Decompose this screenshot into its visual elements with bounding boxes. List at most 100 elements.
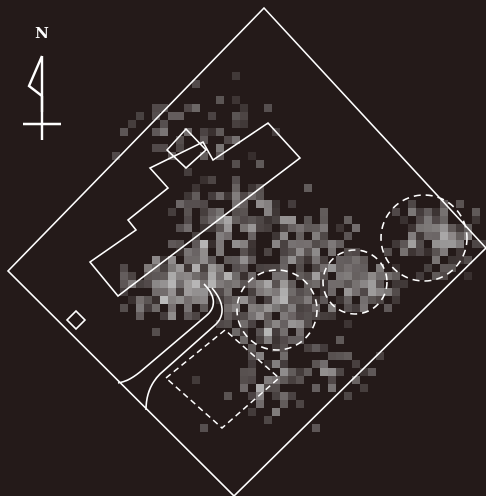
density-cell xyxy=(288,312,296,320)
density-cell xyxy=(168,272,176,280)
density-cell xyxy=(152,304,160,312)
density-cell xyxy=(224,216,232,224)
density-cell xyxy=(144,304,152,312)
density-cell xyxy=(176,272,184,280)
density-cell xyxy=(456,240,464,248)
density-cell xyxy=(208,256,216,264)
density-cell xyxy=(192,280,200,288)
density-cell xyxy=(304,272,312,280)
density-cell xyxy=(344,256,352,264)
density-cell xyxy=(280,296,288,304)
density-cell xyxy=(440,232,448,240)
density-cell xyxy=(200,296,208,304)
density-cell xyxy=(280,264,288,272)
density-cell xyxy=(288,320,296,328)
density-cell xyxy=(336,368,344,376)
density-cell xyxy=(296,224,304,232)
density-cell xyxy=(192,104,200,112)
density-cell xyxy=(248,360,256,368)
density-cell xyxy=(240,240,248,248)
density-cell xyxy=(256,400,264,408)
density-cell xyxy=(264,288,272,296)
density-cell xyxy=(344,216,352,224)
density-cell xyxy=(280,352,288,360)
density-cell xyxy=(248,248,256,256)
density-cell xyxy=(432,240,440,248)
density-cell xyxy=(224,392,232,400)
density-cell xyxy=(216,288,224,296)
density-cell xyxy=(248,280,256,288)
dashed-rect-area xyxy=(164,329,281,430)
density-cell xyxy=(168,256,176,264)
density-cell xyxy=(152,280,160,288)
density-cell xyxy=(160,296,168,304)
density-cell xyxy=(136,304,144,312)
density-cell xyxy=(328,368,336,376)
density-cell xyxy=(160,296,168,304)
annex-building xyxy=(165,127,208,170)
density-cell xyxy=(200,248,208,256)
density-cell xyxy=(192,280,200,288)
density-cell xyxy=(136,312,144,320)
density-cell xyxy=(232,296,240,304)
density-cell xyxy=(192,280,200,288)
density-cell xyxy=(200,288,208,296)
density-cell xyxy=(272,272,280,280)
density-cell xyxy=(320,272,328,280)
density-cell xyxy=(280,328,288,336)
density-cell xyxy=(224,272,232,280)
density-cell xyxy=(280,296,288,304)
density-cell xyxy=(312,272,320,280)
density-cell xyxy=(160,128,168,136)
density-cell xyxy=(296,336,304,344)
density-cell xyxy=(192,280,200,288)
density-cell xyxy=(440,272,448,280)
density-cell xyxy=(264,336,272,344)
density-cloud xyxy=(112,72,486,432)
density-cell xyxy=(128,280,136,288)
density-cell xyxy=(320,240,328,248)
density-cell xyxy=(216,224,224,232)
density-cell xyxy=(296,224,304,232)
density-cell xyxy=(168,280,176,288)
density-cell xyxy=(192,296,200,304)
density-cell xyxy=(440,240,448,248)
density-cell xyxy=(200,216,208,224)
density-cell xyxy=(376,272,384,280)
density-cell xyxy=(232,240,240,248)
density-cell xyxy=(256,280,264,288)
density-cell xyxy=(232,160,240,168)
density-cell xyxy=(352,248,360,256)
density-cell xyxy=(296,400,304,408)
density-cell xyxy=(336,352,344,360)
density-cell xyxy=(280,280,288,288)
density-cell xyxy=(184,256,192,264)
density-cell xyxy=(216,272,224,280)
density-cell xyxy=(352,360,360,368)
density-cell xyxy=(160,120,168,128)
density-cell xyxy=(120,272,128,280)
density-cell xyxy=(224,216,232,224)
density-cell xyxy=(232,240,240,248)
density-cell xyxy=(368,280,376,288)
density-cell xyxy=(264,208,272,216)
density-cell xyxy=(184,248,192,256)
density-cell xyxy=(168,296,176,304)
density-cell xyxy=(368,272,376,280)
density-cell xyxy=(352,288,360,296)
density-cell xyxy=(208,272,216,280)
density-cell xyxy=(280,296,288,304)
density-cell xyxy=(288,216,296,224)
density-cell xyxy=(232,192,240,200)
density-cell xyxy=(280,320,288,328)
density-cell xyxy=(240,312,248,320)
density-cell xyxy=(176,272,184,280)
density-cell xyxy=(280,280,288,288)
density-cell xyxy=(176,248,184,256)
density-cell xyxy=(344,288,352,296)
density-cell xyxy=(280,344,288,352)
density-cell xyxy=(184,256,192,264)
density-cell xyxy=(264,328,272,336)
density-cell xyxy=(424,216,432,224)
density-cell xyxy=(200,224,208,232)
